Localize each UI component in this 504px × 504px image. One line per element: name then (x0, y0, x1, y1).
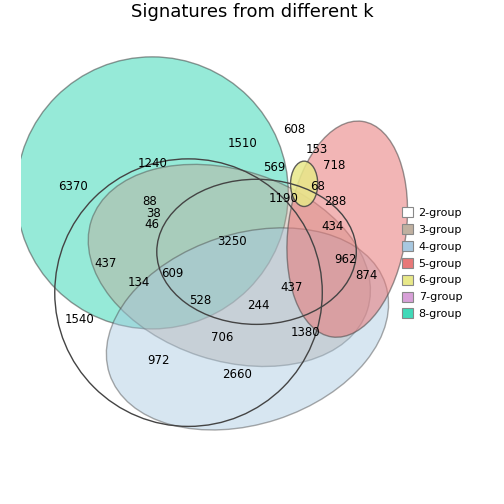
Text: 68: 68 (310, 179, 325, 193)
Ellipse shape (16, 57, 288, 329)
Text: 437: 437 (95, 257, 117, 270)
Text: 1380: 1380 (290, 326, 320, 339)
Legend: 2-group, 3-group, 4-group, 5-group, 6-group, 7-group, 8-group: 2-group, 3-group, 4-group, 5-group, 6-gr… (399, 204, 466, 323)
Ellipse shape (88, 164, 370, 366)
Text: 962: 962 (335, 254, 357, 267)
Text: 437: 437 (281, 281, 303, 294)
Text: 6370: 6370 (58, 179, 88, 193)
Text: 153: 153 (306, 143, 328, 156)
Text: 706: 706 (211, 331, 234, 344)
Text: 608: 608 (283, 123, 305, 136)
Text: 569: 569 (264, 161, 286, 174)
Text: 2660: 2660 (223, 368, 253, 381)
Text: 244: 244 (247, 299, 270, 312)
Ellipse shape (106, 228, 389, 430)
Ellipse shape (287, 121, 408, 337)
Title: Signatures from different k: Signatures from different k (131, 3, 373, 21)
Text: 46: 46 (145, 218, 160, 231)
Text: 528: 528 (188, 294, 211, 307)
Text: 1510: 1510 (228, 137, 258, 150)
Text: 874: 874 (355, 269, 377, 282)
Text: 609: 609 (161, 267, 184, 280)
Text: 434: 434 (322, 220, 344, 233)
Text: 3250: 3250 (217, 235, 246, 248)
Text: 134: 134 (128, 276, 150, 289)
Text: 718: 718 (324, 159, 346, 172)
Ellipse shape (290, 161, 318, 207)
Text: 88: 88 (143, 196, 157, 209)
Text: 288: 288 (324, 195, 346, 208)
Text: 38: 38 (146, 207, 161, 220)
Text: 972: 972 (147, 354, 169, 367)
Text: 1240: 1240 (137, 157, 167, 170)
Text: 1540: 1540 (65, 313, 95, 327)
Text: 1190: 1190 (269, 192, 299, 205)
